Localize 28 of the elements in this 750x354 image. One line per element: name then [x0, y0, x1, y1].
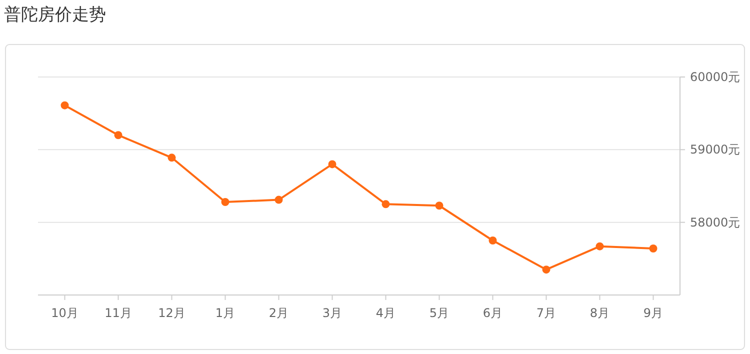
- y-tick-label: 59000元: [690, 142, 740, 157]
- x-tick-label: 9月: [643, 306, 664, 320]
- x-tick-label: 3月: [322, 306, 342, 320]
- point: [328, 160, 336, 168]
- point: [542, 266, 550, 274]
- point: [382, 200, 390, 208]
- x-tick-label: 12月: [158, 306, 186, 320]
- point: [221, 198, 230, 206]
- x-tick-label: 7月: [536, 306, 556, 320]
- point: [488, 236, 497, 244]
- x-tick-label: 4月: [376, 306, 396, 320]
- x-tick-label: 6月: [482, 306, 503, 320]
- point: [596, 242, 604, 250]
- x-tick-label: 10月: [51, 306, 78, 320]
- y-tick-label: 60000元: [690, 70, 740, 84]
- point: [649, 244, 658, 252]
- x-tick-label: 5月: [429, 306, 450, 320]
- y-tick-label: 58000元: [690, 215, 740, 230]
- point: [114, 131, 122, 140]
- chart-title: 普陀房价走势: [4, 5, 106, 25]
- point: [168, 154, 176, 162]
- x-tick-label: 11月: [104, 306, 132, 320]
- point: [60, 101, 69, 110]
- x-tick-label: 1月: [215, 306, 236, 320]
- x-tick-label: 2月: [268, 306, 289, 320]
- x-tick-label: 8月: [590, 306, 610, 320]
- point: [274, 196, 283, 204]
- point: [435, 202, 444, 210]
